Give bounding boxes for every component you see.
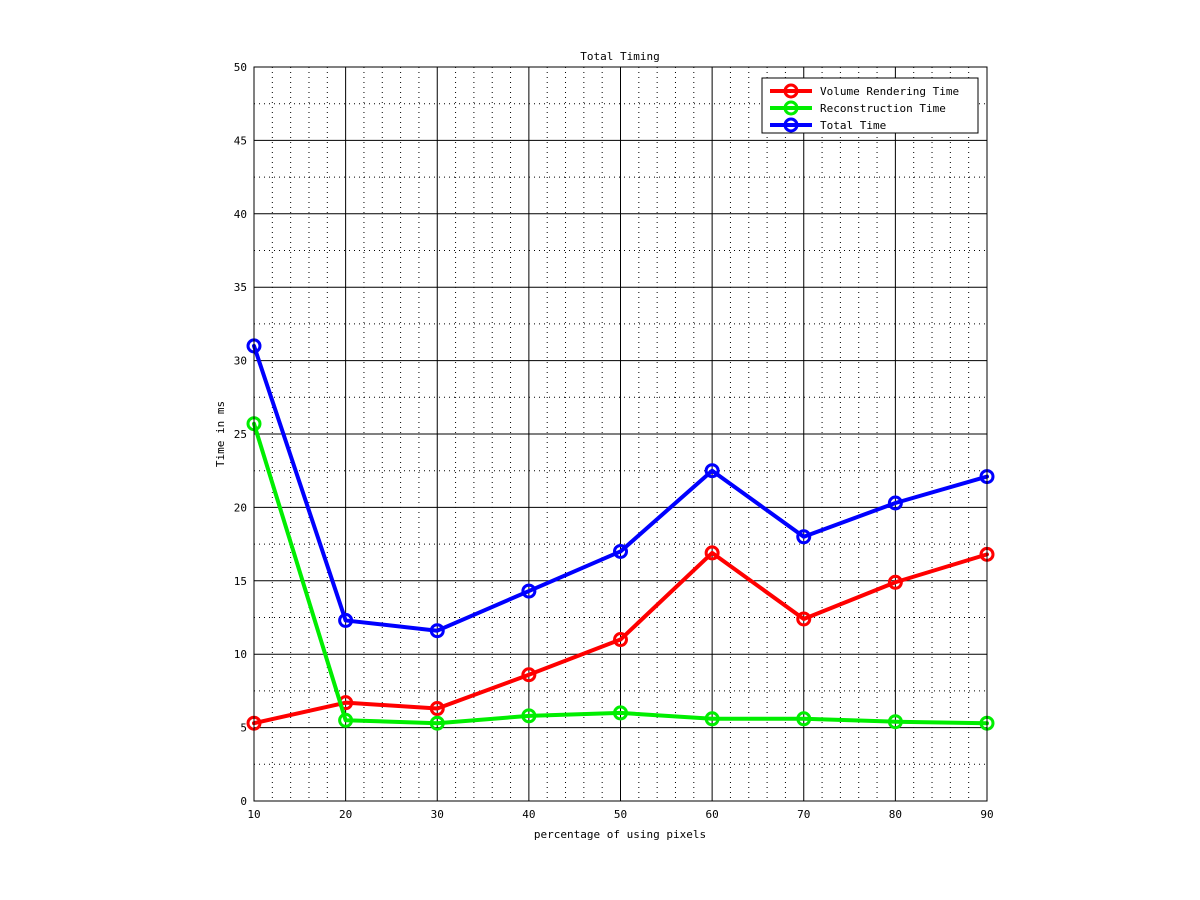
y-tick-label: 0 <box>240 795 247 808</box>
y-tick-label: 10 <box>234 648 247 661</box>
legend-label: Volume Rendering Time <box>820 85 959 98</box>
series-line <box>252 343 989 633</box>
data-point <box>887 714 903 730</box>
grid <box>253 66 988 802</box>
chart-title: Total Timing <box>580 50 659 63</box>
x-tick-label: 80 <box>889 808 902 821</box>
plot-frame <box>253 66 988 802</box>
y-tick-label: 30 <box>234 355 247 368</box>
data-point <box>796 529 812 545</box>
data-point <box>613 705 628 721</box>
x-tick-label: 30 <box>431 808 444 821</box>
data-point <box>887 574 903 590</box>
x-tick-label: 10 <box>247 808 260 821</box>
data-point <box>429 701 445 717</box>
y-tick-label: 25 <box>234 428 247 441</box>
series-line <box>252 550 989 726</box>
data-point <box>704 463 720 479</box>
data-point <box>613 543 628 559</box>
legend-label: Reconstruction Time <box>820 102 946 115</box>
y-tick-label: 40 <box>234 208 247 221</box>
data-point <box>338 612 354 628</box>
axes-ticks: 10 20 30 40 50 60 70 80 90 0 5 10 15 20 25 30 35 40 45 50 <box>234 61 994 821</box>
data-point <box>521 667 537 683</box>
data-point <box>796 611 812 627</box>
x-axis-label: percentage of using pixels <box>534 828 706 841</box>
x-tick-label: 70 <box>797 808 810 821</box>
data-point <box>429 623 445 639</box>
legend: Volume Rendering Time Reconstruction Time… <box>761 77 979 134</box>
data-point <box>338 712 354 728</box>
x-tick-label: 60 <box>706 808 719 821</box>
data-point <box>613 632 628 648</box>
legend-marker <box>783 117 799 133</box>
y-tick-label: 20 <box>234 501 247 514</box>
y-axis-label: Time in ms <box>214 401 227 467</box>
series-line <box>252 421 989 726</box>
data-point <box>521 708 537 724</box>
data-point <box>704 711 720 727</box>
x-tick-label: 40 <box>522 808 535 821</box>
data-point <box>704 545 720 561</box>
y-tick-label: 45 <box>234 134 247 147</box>
data-point <box>887 495 903 511</box>
x-tick-label: 50 <box>614 808 627 821</box>
y-tick-label: 15 <box>234 575 247 588</box>
x-tick-label: 20 <box>339 808 352 821</box>
legend-label: Total Time <box>820 119 886 132</box>
legend-marker <box>783 100 799 116</box>
y-tick-label: 35 <box>234 281 247 294</box>
data-point <box>796 711 812 727</box>
y-tick-label: 50 <box>234 61 247 74</box>
data-point <box>429 715 445 731</box>
data-point <box>521 583 537 599</box>
x-tick-label: 90 <box>980 808 993 821</box>
legend-marker <box>783 83 799 99</box>
y-tick-label: 5 <box>240 722 247 735</box>
